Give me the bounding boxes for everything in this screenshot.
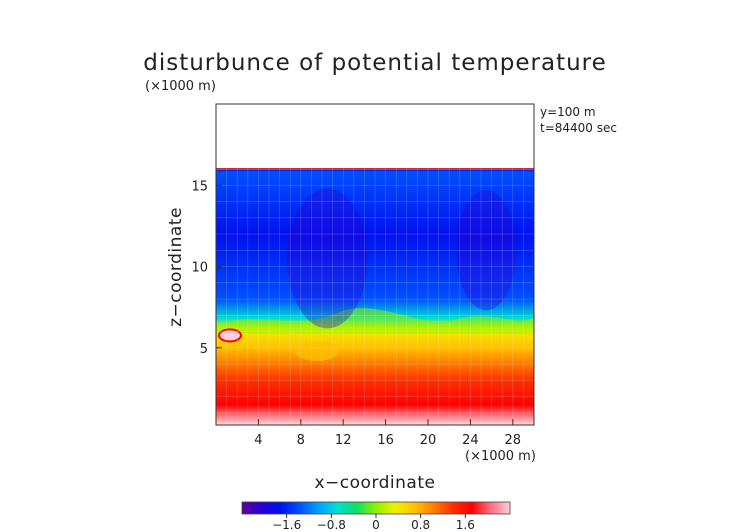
warm-patch: [294, 341, 339, 362]
annotation-y: y=100 m: [540, 105, 596, 119]
field-features: [216, 168, 534, 362]
y-axis-label: z−coordinate: [166, 207, 186, 327]
plot-area: [216, 104, 534, 425]
y-tick-label: 5: [200, 342, 208, 357]
colorbar-tick-label: 1.6: [456, 518, 475, 532]
y-tick-label: 15: [191, 179, 208, 194]
x-axis-label: x−coordinate: [315, 473, 436, 493]
colorbar-tick-label: −0.8: [317, 518, 346, 532]
colorbar-tick-label: −1.6: [272, 518, 301, 532]
x-tick-label: 20: [420, 433, 437, 448]
x-tick-label: 24: [462, 433, 479, 448]
plot-frame: [215, 103, 535, 426]
x-ticks: 4 8 12 16 20 24 28: [254, 419, 521, 448]
temperature-field: [216, 169, 534, 425]
warm-anomaly: [218, 328, 242, 343]
x-tick-label: 4: [254, 433, 262, 448]
x-tick-label: 12: [335, 433, 352, 448]
mixed-layer-interface: [216, 308, 534, 334]
colorbar-tick-label: 0.8: [411, 518, 430, 532]
cool-eddy: [456, 190, 517, 311]
grid: [216, 104, 534, 425]
cool-eddy: [287, 188, 368, 329]
x-tick-label: 28: [505, 433, 522, 448]
y-ticks: 5 10 15: [191, 179, 222, 357]
chart-title: disturbunce of potential temperature: [143, 50, 607, 76]
x-tick-label: 8: [297, 433, 305, 448]
y-tick-label: 10: [191, 261, 208, 276]
x-unit-label: (×1000 m): [465, 449, 536, 464]
colorbar-tick-label: 0: [372, 518, 380, 532]
annotation-t: t=84400 sec: [540, 121, 617, 135]
y-unit-label: (×1000 m): [145, 79, 216, 94]
colorbar: [241, 501, 511, 515]
colorbar-ticks: −1.6 −0.8 0 0.8 1.6: [272, 514, 475, 532]
x-tick-label: 16: [377, 433, 394, 448]
